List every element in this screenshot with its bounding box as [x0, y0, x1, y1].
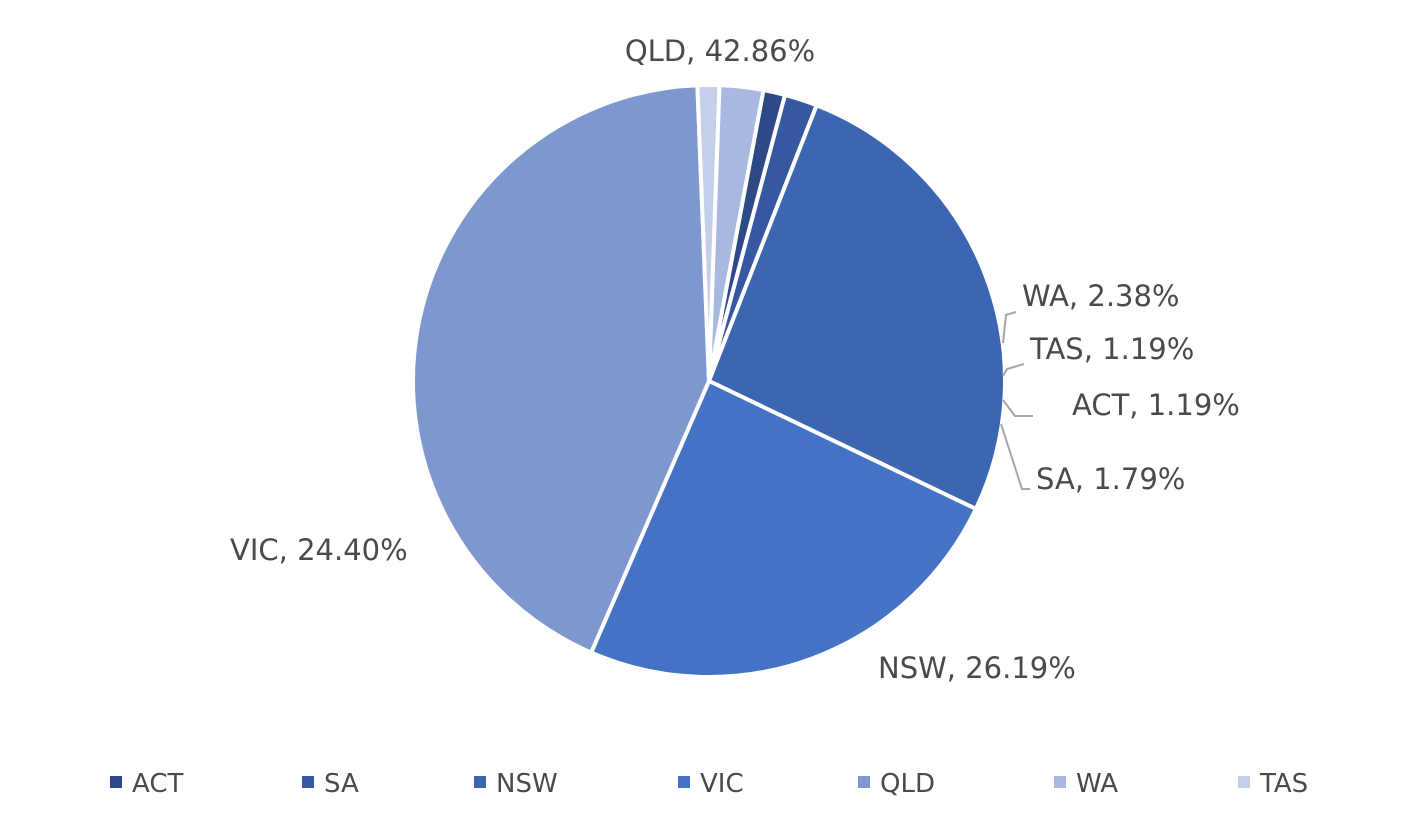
leader-lines — [1000, 311, 1033, 490]
data-label-qld: QLD, 42.86% — [625, 34, 815, 68]
legend-label-nsw: NSW — [496, 769, 558, 799]
pie-slice-qld — [411, 83, 712, 656]
data-label-act: ACT, 1.19% — [1072, 388, 1240, 422]
legend-item-wa: WA — [1054, 769, 1118, 799]
legend-swatch-wa — [1054, 776, 1066, 788]
legend-label-act: ACT — [132, 769, 183, 799]
data-label-nsw: NSW, 26.19% — [878, 651, 1076, 685]
data-labels: ACT, 1.19% SA, 1.79% NSW, 26.19% VIC, 24.40… — [230, 34, 1240, 685]
legend-label-qld: QLD — [880, 769, 935, 799]
leader-line-sa — [1000, 423, 1030, 490]
legend-label-wa: WA — [1076, 769, 1118, 799]
data-label-sa: SA, 1.79% — [1036, 462, 1185, 496]
data-label-wa: WA, 2.38% — [1022, 279, 1180, 313]
data-label-vic: VIC, 24.40% — [230, 533, 408, 567]
legend-swatch-tas — [1238, 776, 1250, 788]
legend-swatch-qld — [858, 776, 870, 788]
pie-slice-nsw — [706, 102, 1007, 512]
pie-slice-wa — [707, 83, 766, 382]
data-label-tas: TAS, 1.19% — [1029, 332, 1194, 366]
legend-swatch-nsw — [474, 776, 486, 788]
legend: ACT SA NSW VIC QLD WA TAS — [110, 769, 1308, 799]
legend-item-vic: VIC — [678, 769, 744, 799]
legend-swatch-sa — [302, 776, 314, 788]
legend-item-act: ACT — [110, 769, 183, 799]
legend-swatch-vic — [678, 776, 690, 788]
legend-label-vic: VIC — [700, 769, 744, 799]
legend-swatch-act — [110, 776, 122, 788]
legend-label-tas: TAS — [1259, 769, 1308, 799]
leader-line-tas — [1002, 363, 1025, 377]
legend-label-sa: SA — [324, 769, 359, 799]
leader-line-wa — [1002, 311, 1017, 344]
legend-item-tas: TAS — [1238, 769, 1308, 799]
pie-slices — [411, 83, 1007, 679]
legend-item-nsw: NSW — [474, 769, 558, 799]
pie-slice-vic — [588, 378, 979, 679]
leader-line-act — [1002, 399, 1033, 417]
legend-item-sa: SA — [302, 769, 359, 799]
legend-item-qld: QLD — [858, 769, 935, 799]
